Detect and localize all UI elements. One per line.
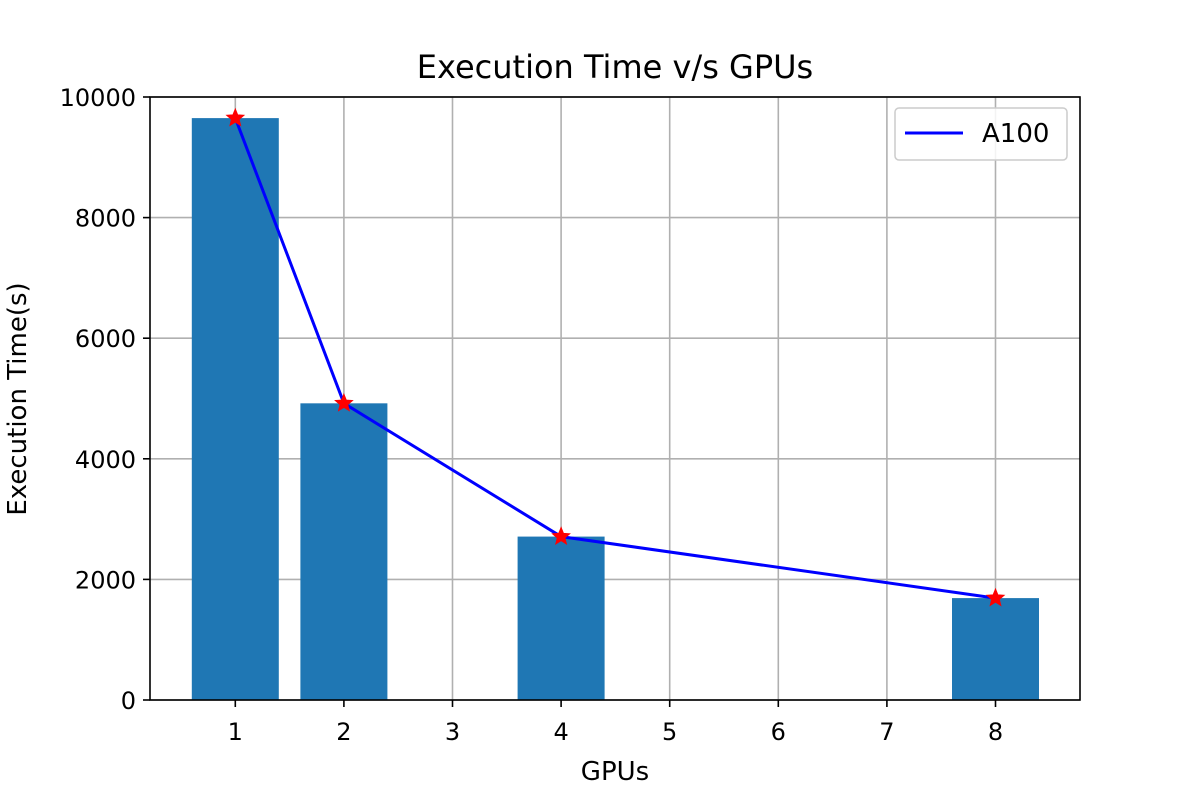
series-line [233, 117, 996, 600]
line-markers [225, 107, 1006, 607]
x-tick-label: 7 [879, 718, 894, 746]
bar [517, 536, 605, 700]
legend: A100 [894, 107, 1068, 161]
x-tick-label: 6 [771, 718, 786, 746]
x-tick-label: 5 [662, 718, 677, 746]
y-tick-label: 8000 [75, 205, 136, 233]
x-tick-label: 8 [988, 718, 1003, 746]
bar [300, 403, 388, 700]
plot-area-frame [149, 96, 1081, 701]
x-tick-label: 1 [228, 718, 243, 746]
y-axis-label: Execution Time(s) [3, 282, 33, 515]
x-tick-label: 2 [336, 718, 351, 746]
chart-title: Execution Time v/s GPUs [417, 48, 813, 86]
line-series [233, 117, 996, 600]
bar-series [191, 118, 1039, 701]
y-tick-label: 0 [121, 687, 136, 715]
series-marker [551, 526, 571, 545]
bar [952, 598, 1039, 700]
y-axis-ticks: 0 2000 4000 6000 8000 10000 [60, 84, 150, 715]
y-tick-label: 6000 [75, 325, 136, 353]
legend-label: A100 [982, 119, 1049, 149]
y-tick-label: 4000 [75, 446, 136, 474]
series-marker [334, 392, 354, 412]
series-marker [225, 107, 246, 127]
x-tick-label: 4 [553, 718, 568, 746]
legend-box [894, 107, 1068, 161]
x-tick-label: 3 [445, 718, 460, 746]
bar [191, 118, 279, 701]
x-axis-ticks: 1 2 3 4 5 6 7 8 [228, 700, 1003, 746]
y-tick-label: 2000 [75, 566, 136, 594]
series-marker [985, 587, 1006, 607]
x-axis-label: GPUs [581, 757, 649, 787]
y-tick-label: 10000 [60, 84, 136, 112]
